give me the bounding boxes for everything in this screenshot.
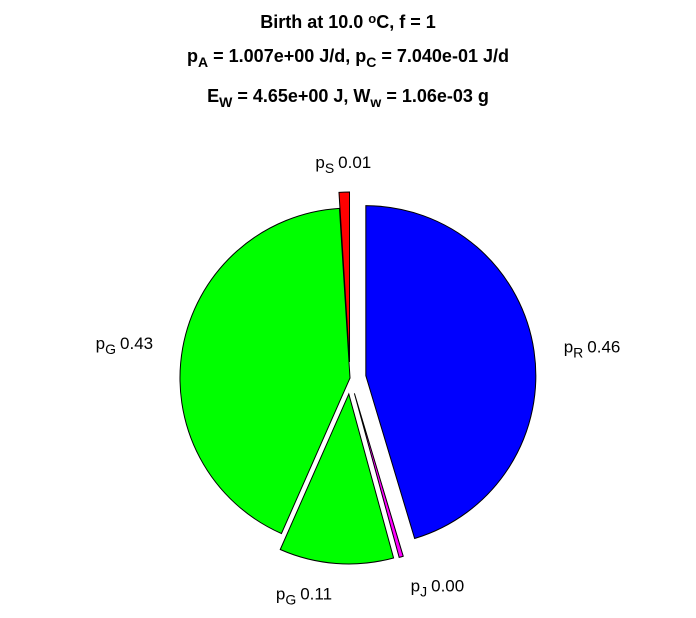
pie-slice (365, 205, 537, 540)
chart-title: pA = 1.007e+00 J/d, pC = 7.040e-01 J/d (187, 46, 509, 70)
title-part: o (368, 11, 376, 26)
title-part: = 7.040e-01 J/d (376, 46, 509, 66)
slice-value: 0.46 (587, 338, 620, 357)
title-part: C (366, 54, 376, 70)
pie-slice (179, 207, 351, 535)
slice-label: pJ 0.00 (411, 577, 465, 600)
pie-slice (279, 392, 395, 565)
title-part: p (187, 46, 198, 66)
title-part: = 1.06e-03 g (381, 86, 489, 106)
slice-name: pG 0.43 (96, 334, 153, 357)
title-part: w (369, 94, 381, 110)
slice-value: 0.01 (338, 153, 371, 172)
slice-label: pG 0.43 (96, 334, 153, 357)
chart-title: EW = 4.65e+00 J, Ww = 1.06e-03 g (207, 86, 489, 110)
slice-value: 0.11 (300, 584, 332, 603)
slice-label: pG 0.11 (276, 584, 332, 607)
title-part: W (219, 94, 233, 110)
title-part: = 4.65e+00 J, W (232, 86, 370, 106)
slice-value: 0.43 (120, 334, 153, 353)
slice-name: pG 0.11 (276, 584, 332, 607)
title-part: A (198, 54, 208, 70)
chart-title: Birth at 10.0 oC, f = 1 (260, 11, 436, 32)
title-part: E (207, 86, 219, 106)
slice-label: pS 0.01 (315, 153, 371, 176)
slice-value: 0.00 (431, 577, 464, 596)
slice-name: pJ 0.00 (411, 577, 465, 600)
slice-name: pR 0.46 (564, 338, 621, 361)
slice-name: pS 0.01 (315, 153, 371, 176)
pie-slice (353, 393, 404, 558)
pie-slice (338, 191, 351, 363)
title-part: = 1.007e+00 J/d, p (208, 46, 366, 66)
slice-label: pR 0.46 (564, 338, 621, 361)
title-part: Birth at 10.0 (260, 12, 368, 32)
title-part: C, f = 1 (376, 12, 436, 32)
